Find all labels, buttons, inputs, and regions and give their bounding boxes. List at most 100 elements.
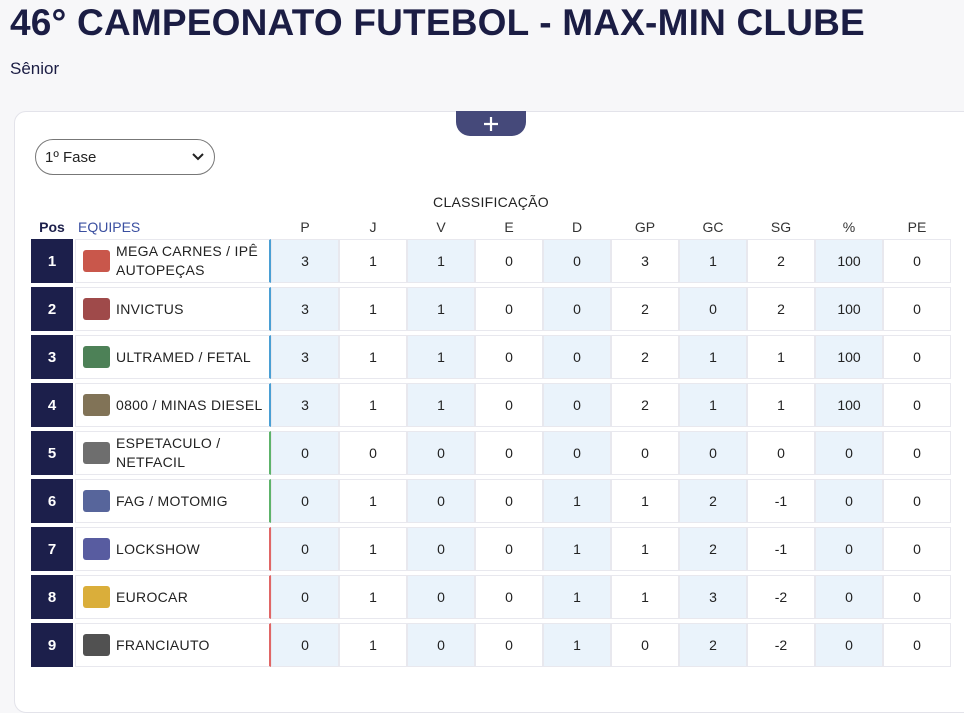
stat-cell: 1 <box>407 239 475 283</box>
stat-cell: 0 <box>407 431 475 475</box>
stat-cell: 0 <box>611 623 679 667</box>
stat-cell: 0 <box>475 575 543 619</box>
team-cell: 0800 / MINAS DIESEL <box>75 383 271 427</box>
table-caption: CLASSIFICAÇÃO <box>433 194 549 210</box>
stat-cell: 1 <box>339 479 407 523</box>
team-logo <box>83 634 110 656</box>
add-button[interactable] <box>456 111 526 136</box>
stat-cell: 3 <box>271 239 339 283</box>
stat-cell: 0 <box>611 431 679 475</box>
stat-cell: 0 <box>679 431 747 475</box>
stat-cell: -1 <box>747 527 815 571</box>
stat-cell: 0 <box>475 383 543 427</box>
stat-cell: 0 <box>543 239 611 283</box>
stat-cell: 0 <box>475 239 543 283</box>
chevron <box>192 153 204 161</box>
stat-cell: 0 <box>475 479 543 523</box>
stat-cell: 0 <box>679 287 747 331</box>
team-logo <box>83 250 110 272</box>
stat-cell: 0 <box>271 575 339 619</box>
column-header: Pos <box>39 219 65 235</box>
stat-cell: 1 <box>339 383 407 427</box>
team-logo <box>83 490 110 512</box>
stat-cell: 1 <box>339 527 407 571</box>
column-header: % <box>842 219 856 235</box>
position-cell: 1 <box>31 239 73 283</box>
stat-cell: 100 <box>815 287 883 331</box>
stat-cell: 0 <box>543 335 611 379</box>
stat-cell: 0 <box>815 623 883 667</box>
stat-cell: 2 <box>747 287 815 331</box>
stat-cell: 0 <box>475 287 543 331</box>
page: 46° CAMPEONATO FUTEBOL - MAX-MIN CLUBE S… <box>10 2 964 713</box>
stat-cell: 1 <box>407 383 475 427</box>
column-header: PE <box>907 219 927 235</box>
column-header: D <box>571 219 583 235</box>
stat-cell: 0 <box>815 575 883 619</box>
stat-cell: 0 <box>271 623 339 667</box>
team-logo <box>83 346 110 368</box>
stat-cell: 1 <box>543 623 611 667</box>
stat-cell: -2 <box>747 623 815 667</box>
stat-cell: 0 <box>407 575 475 619</box>
stat-cell: 2 <box>679 479 747 523</box>
stat-cell: 1 <box>543 527 611 571</box>
select-label: 1º Fase <box>45 149 97 166</box>
stat-cell: 1 <box>339 575 407 619</box>
stat-cell: 0 <box>883 527 951 571</box>
position-cell: 8 <box>31 575 73 619</box>
stat-cell: 0 <box>543 383 611 427</box>
stat-cell: 2 <box>611 383 679 427</box>
stat-cell: 2 <box>747 239 815 283</box>
stat-cell: 3 <box>679 575 747 619</box>
stat-cell: 0 <box>883 287 951 331</box>
position-cell: 2 <box>31 287 73 331</box>
stat-cell: -1 <box>747 479 815 523</box>
stat-cell: 3 <box>611 239 679 283</box>
page-title: 46° CAMPEONATO FUTEBOL - MAX-MIN CLUBE <box>10 2 865 43</box>
stat-cell: 0 <box>475 431 543 475</box>
column-header: EQUIPES <box>78 219 141 235</box>
stat-cell: 1 <box>339 623 407 667</box>
stat-cell: 0 <box>543 287 611 331</box>
stat-cell: 0 <box>883 239 951 283</box>
team-logo <box>83 538 110 560</box>
stat-cell: 100 <box>815 383 883 427</box>
stat-cell: 1 <box>747 335 815 379</box>
stat-cell: 1 <box>679 239 747 283</box>
stat-cell: 1 <box>747 383 815 427</box>
team-logo <box>83 298 110 320</box>
stat-cell: 1 <box>339 335 407 379</box>
stat-cell: 1 <box>679 335 747 379</box>
column-header: V <box>436 219 446 235</box>
position-cell: 9 <box>31 623 73 667</box>
column-header: J <box>369 219 377 235</box>
column-header: SG <box>770 219 792 235</box>
phase-select[interactable]: 1º Fase <box>35 139 215 175</box>
position-cell: 7 <box>31 527 73 571</box>
stat-cell: 1 <box>407 287 475 331</box>
stat-cell: 0 <box>747 431 815 475</box>
stat-cell: 0 <box>883 479 951 523</box>
stat-cell: 0 <box>407 623 475 667</box>
subtitle: Sênior <box>10 59 60 78</box>
stat-cell: 1 <box>543 575 611 619</box>
team-logo <box>83 442 110 464</box>
column-header: GP <box>634 219 656 235</box>
stat-cell: 0 <box>883 383 951 427</box>
stat-cell: 1 <box>339 239 407 283</box>
position-cell: 6 <box>31 479 73 523</box>
stat-cell: 0 <box>475 527 543 571</box>
stat-cell: 0 <box>815 527 883 571</box>
stat-cell: 1 <box>611 575 679 619</box>
stat-cell: 0 <box>407 479 475 523</box>
stat-cell: 3 <box>271 383 339 427</box>
stat-cell: 0 <box>815 479 883 523</box>
stat-cell: 0 <box>883 431 951 475</box>
stat-cell: 2 <box>679 623 747 667</box>
stat-cell: 1 <box>679 383 747 427</box>
stat-cell: 100 <box>815 239 883 283</box>
stat-cell: 0 <box>883 623 951 667</box>
position-cell: 3 <box>31 335 73 379</box>
stat-cell: 0 <box>815 431 883 475</box>
